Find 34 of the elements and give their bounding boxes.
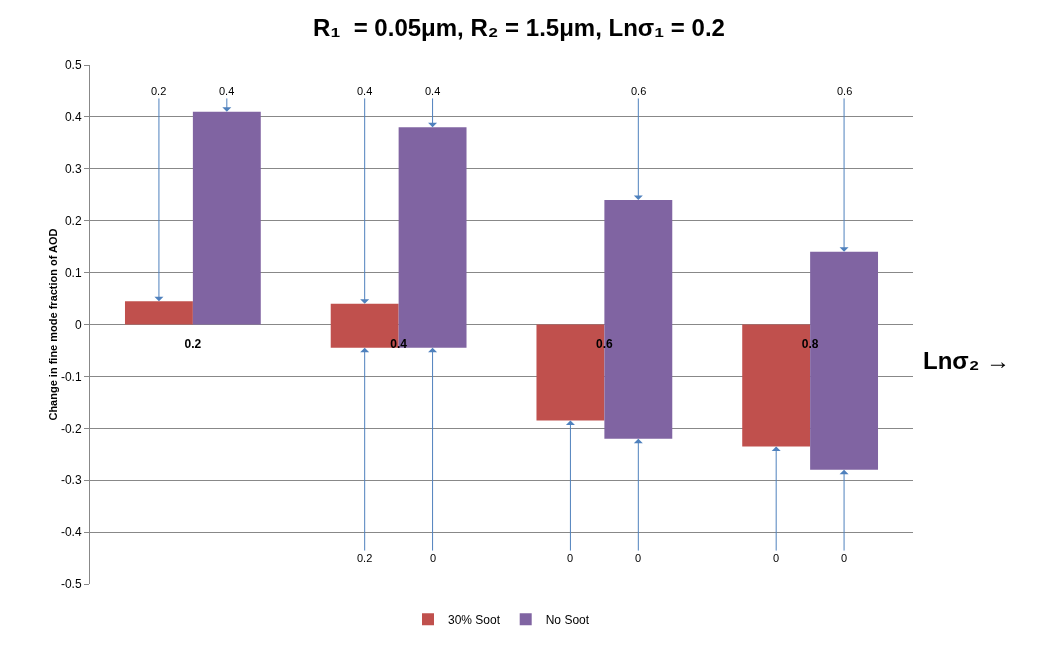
annotation: 0.4	[219, 85, 235, 97]
x-tick-label: 0.6	[596, 336, 614, 351]
x-tick-label: 0.4	[390, 336, 408, 351]
legend-label: 30% Soot	[448, 612, 501, 627]
y-tick-label: -0.4	[60, 525, 82, 540]
annotation: 0.6	[631, 85, 647, 97]
chart-title: R₁ = 0.05μm, R₂ = 1.5μm, Lnσ₁ = 0.2	[313, 14, 725, 42]
y-tick-label: -0.1	[60, 369, 82, 384]
y-tick-label: -0.3	[60, 473, 82, 488]
x-tick-label: 0.2	[184, 336, 202, 351]
x-tick-label: 0.8	[801, 336, 819, 351]
annotation: 0	[773, 552, 780, 564]
y-tick-label: 0.3	[64, 162, 82, 176]
annotation: 0.4	[425, 85, 441, 97]
y-tick-label: 0.5	[64, 58, 82, 73]
y-tick-label: -0.5	[60, 577, 82, 592]
y-tick-label: 0	[74, 317, 82, 332]
annotation: 0.2	[151, 85, 167, 97]
annotation: 0	[841, 552, 848, 564]
annotation: 0.2	[357, 552, 373, 564]
y-tick-label: 0.4	[64, 110, 82, 125]
y-axis-title: Change in fine mode fraction of AOD	[46, 228, 59, 421]
annotation: 0.6	[837, 85, 853, 97]
annotation: 0	[567, 552, 574, 564]
bar	[192, 111, 261, 325]
annotation: 0	[430, 552, 437, 564]
y-tick-label: 0.1	[64, 265, 82, 280]
legend-label: No Soot	[545, 612, 590, 627]
annotation: 0.4	[357, 85, 373, 97]
x-axis-title: Lnσ₂ →	[923, 347, 1011, 374]
annotation: 0	[635, 552, 642, 564]
bar	[124, 301, 193, 325]
y-tick-label: 0.2	[64, 213, 82, 228]
y-tick-label: -0.2	[60, 421, 82, 436]
